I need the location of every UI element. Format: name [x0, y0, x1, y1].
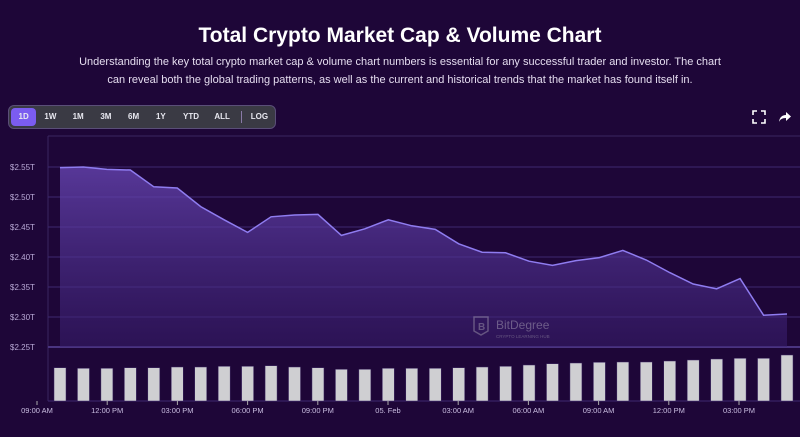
volume-bar — [616, 361, 630, 402]
volume-bar — [546, 363, 559, 402]
volume-bar — [241, 366, 254, 402]
range-button-3m[interactable]: 3M — [100, 112, 112, 121]
y-tick-label: $2.35T — [10, 283, 35, 292]
x-tick-label: 03:00 PM — [723, 406, 755, 415]
range-button-1y[interactable]: 1Y — [155, 112, 166, 121]
volume-bar — [53, 367, 67, 402]
volume-bar — [499, 366, 512, 402]
range-button-ytd[interactable]: YTD — [183, 112, 200, 121]
fullscreen-icon[interactable] — [752, 110, 766, 124]
range-button-1m[interactable]: 1M — [72, 112, 84, 121]
volume-bar — [452, 367, 465, 402]
toolbar-divider — [240, 111, 242, 123]
y-tick-label: $2.25T — [10, 343, 35, 352]
svg-text:B: B — [478, 322, 485, 333]
x-tick-label: 03:00 PM — [161, 406, 193, 415]
volume-bar — [100, 368, 114, 402]
volume-bar — [686, 359, 700, 402]
y-tick-label: $2.55T — [10, 163, 35, 172]
bitdegree-watermark: B BitDegree CRYPTO LEARNING HUB — [473, 316, 550, 339]
watermark-name: BitDegree — [496, 318, 550, 332]
range-button-all[interactable]: ALL — [214, 112, 230, 121]
volume-bar — [264, 365, 278, 402]
volume-bar — [335, 369, 348, 402]
y-tick-label: $2.45T — [10, 223, 35, 232]
page-subtitle: Understanding the key total crypto marke… — [79, 56, 721, 86]
y-tick-label: $2.30T — [10, 313, 35, 322]
range-button-6m[interactable]: 6M — [128, 112, 140, 121]
volume-bar — [311, 367, 325, 402]
volume-bar — [124, 367, 137, 402]
volume-bar — [710, 358, 723, 402]
market-cap-line — [59, 166, 788, 316]
page-title: Total Crypto Market Cap & Volume Chart — [198, 24, 602, 47]
volume-bar — [428, 368, 442, 402]
y-tick-label: $2.40T — [10, 253, 35, 262]
x-tick-label: 06:00 AM — [513, 406, 545, 415]
volume-bar — [288, 366, 301, 402]
volume-bar — [358, 369, 372, 402]
x-tick-label: 09:00 PM — [302, 406, 334, 415]
volume-bar — [593, 362, 606, 402]
x-tick-label: 06:00 PM — [232, 406, 264, 415]
market-cap-area — [60, 167, 787, 347]
x-tick-label: 03:00 AM — [442, 406, 474, 415]
volume-bar — [663, 360, 676, 402]
volume-bar — [382, 368, 395, 402]
x-tick-label: 12:00 PM — [91, 406, 123, 415]
volume-bar — [77, 368, 90, 402]
range-button-1w[interactable]: 1W — [44, 112, 57, 121]
y-tick-label: $2.50T — [10, 193, 35, 202]
range-toolbar: 1D 1W 1M 3M 6M 1Y YTD ALL LOG — [8, 105, 276, 129]
x-tick-label: 09:00 AM — [21, 406, 53, 415]
x-tick-label: 09:00 AM — [583, 406, 615, 415]
volume-bar — [757, 358, 770, 402]
watermark-tagline: CRYPTO LEARNING HUB — [496, 334, 550, 339]
range-button-1d[interactable]: 1D — [11, 108, 37, 126]
volume-bar — [217, 366, 231, 402]
x-tick-label: 05. Feb — [375, 406, 400, 415]
volume-bar — [171, 366, 184, 402]
volume-bar — [522, 364, 536, 402]
volume-bar — [780, 354, 794, 402]
volume-bar — [475, 366, 489, 402]
log-scale-button[interactable]: LOG — [250, 112, 269, 121]
volume-bar — [640, 361, 653, 402]
volume-bar — [147, 367, 161, 402]
volume-bar — [569, 362, 583, 402]
share-icon[interactable] — [778, 110, 792, 124]
volume-bar — [194, 366, 207, 402]
x-tick-label: 12:00 PM — [653, 406, 685, 415]
volume-bar — [733, 358, 747, 402]
volume-bar — [405, 368, 419, 402]
